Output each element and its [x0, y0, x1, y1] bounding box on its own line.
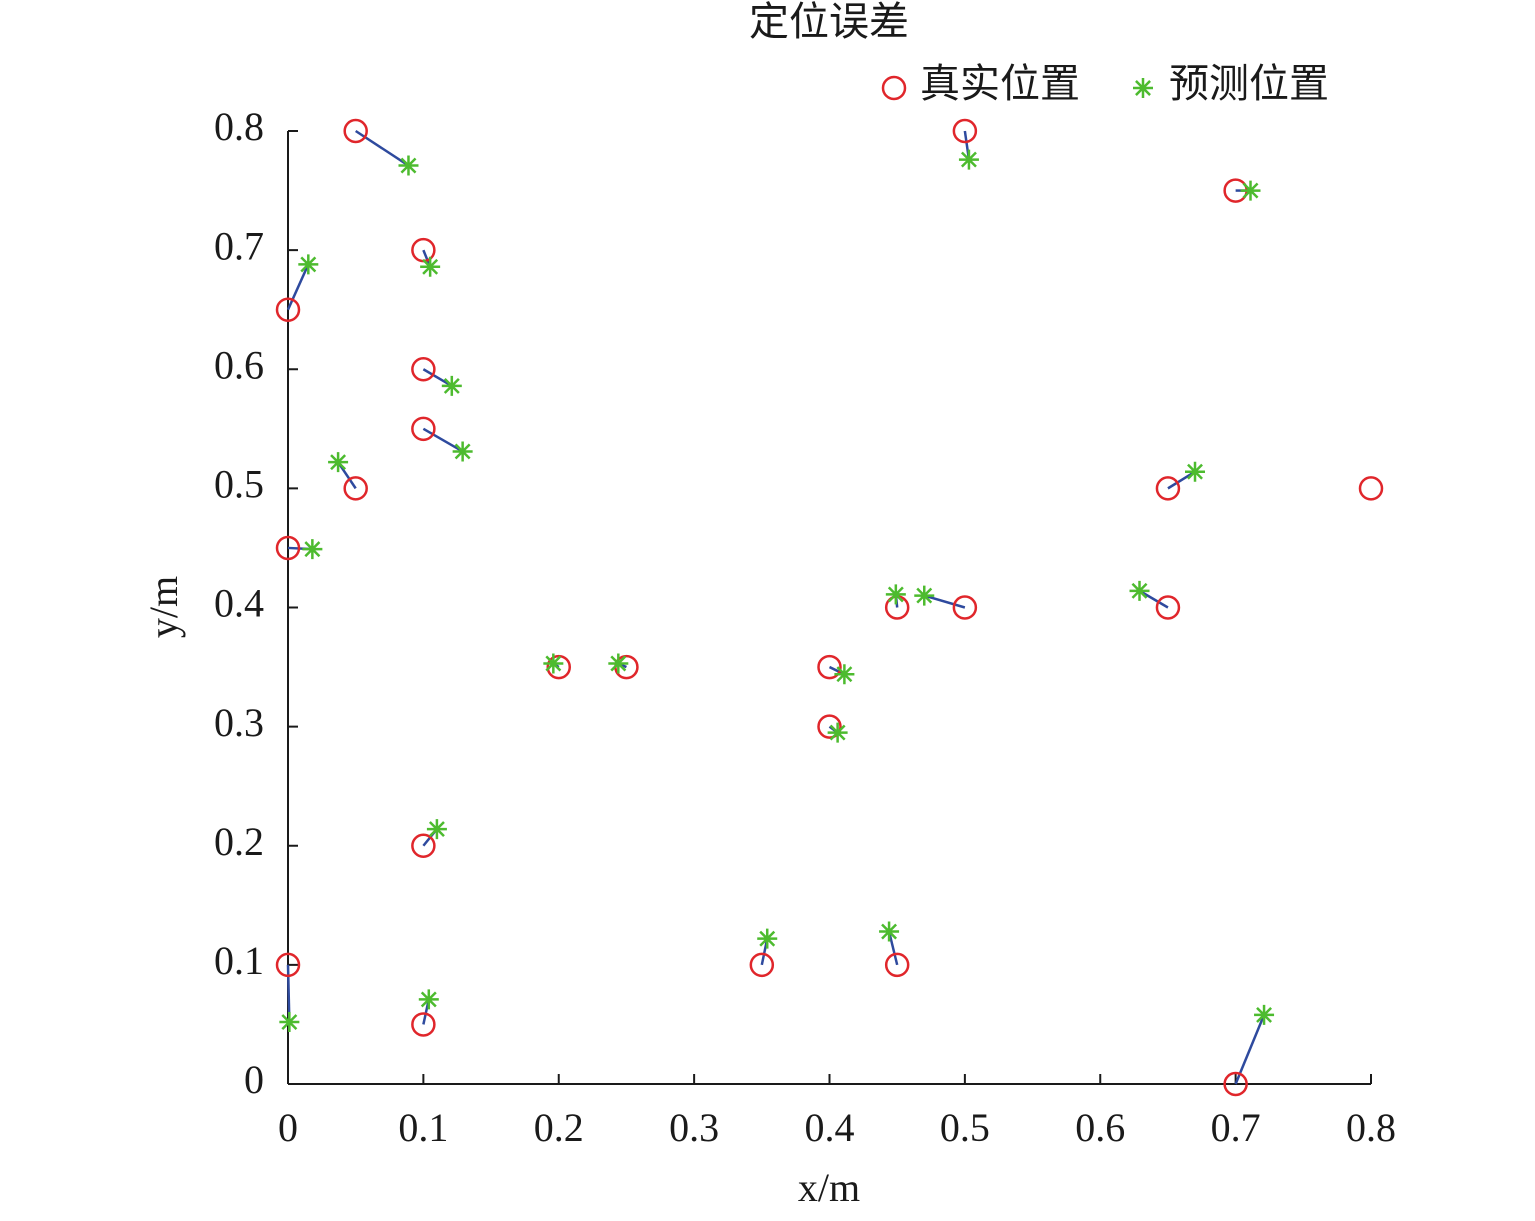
x-axis-label: x/m	[798, 1165, 860, 1210]
true-point	[411, 357, 436, 382]
error-connector	[355, 129, 410, 167]
chart-title: 定位误差	[749, 0, 909, 44]
predicted-point	[441, 375, 462, 396]
true-point	[275, 952, 301, 978]
true-point	[411, 833, 436, 858]
legend-label: 预测位置	[1169, 61, 1329, 106]
x-tick-label: 0.1	[398, 1105, 448, 1150]
error-connector	[422, 368, 453, 388]
x-tick-label: 0.3	[669, 1105, 719, 1150]
x-tick-label: 0.5	[940, 1105, 990, 1150]
predicted-point	[279, 1012, 300, 1033]
true-point	[1155, 476, 1181, 501]
true-point	[952, 595, 978, 620]
error-connector	[422, 427, 464, 453]
true-point	[411, 416, 436, 442]
predicted-point	[1254, 1004, 1275, 1025]
error-connector	[286, 263, 310, 311]
error-connector	[1138, 589, 1169, 609]
predicted-point	[827, 722, 848, 743]
true-point	[1155, 595, 1181, 620]
predicted-point	[885, 584, 906, 605]
predicted-point	[452, 441, 473, 462]
predicted-point	[958, 149, 979, 170]
predicted-point	[302, 539, 323, 560]
legend-marker	[881, 75, 907, 101]
true-point	[275, 535, 301, 561]
predicted-point	[834, 664, 855, 685]
true-point	[817, 714, 842, 739]
y-tick-label: 0.5	[214, 462, 264, 507]
true-point	[749, 952, 775, 978]
true-point	[411, 1012, 436, 1037]
x-tick-label: 0.8	[1346, 1105, 1396, 1150]
y-tick-label: 0.7	[214, 223, 264, 268]
y-tick-label: 0.8	[214, 104, 264, 149]
true-point	[546, 654, 571, 680]
y-tick-label: 0	[244, 1057, 264, 1102]
predicted-point	[1240, 180, 1261, 201]
predicted-point	[426, 819, 447, 840]
predicted-point	[398, 155, 419, 176]
error-connector	[923, 594, 966, 609]
y-tick-label: 0.4	[214, 581, 264, 626]
true-point	[952, 118, 978, 144]
predicted-point	[543, 653, 564, 674]
x-tick-label: 0.2	[534, 1105, 584, 1150]
true-point	[817, 654, 842, 680]
true-point	[1358, 476, 1384, 501]
x-tick-label: 0.7	[1211, 1105, 1261, 1150]
predicted-point	[1129, 580, 1150, 601]
x-tick-label: 0.6	[1075, 1105, 1125, 1150]
y-tick-label: 0.6	[214, 342, 264, 387]
y-tick-label: 0.2	[214, 819, 264, 864]
predicted-point	[418, 989, 439, 1010]
predicted-point	[914, 585, 935, 606]
predicted-point	[879, 921, 900, 942]
true-point	[343, 118, 368, 144]
predicted-point	[298, 254, 319, 275]
true-point	[343, 476, 368, 501]
true-point	[275, 297, 301, 322]
y-tick-label: 0.3	[214, 700, 264, 745]
y-axis-label: y/m	[141, 576, 186, 638]
predicted-point	[608, 653, 629, 674]
true-point	[884, 952, 910, 978]
x-tick-label: 0	[278, 1105, 298, 1150]
legend-label: 真实位置	[920, 61, 1080, 106]
predicted-point	[328, 452, 349, 473]
true-point	[1223, 1071, 1248, 1097]
predicted-point	[420, 256, 441, 277]
x-tick-label: 0.4	[805, 1105, 855, 1150]
y-tick-label: 0.1	[214, 938, 264, 983]
error-connector	[1234, 1014, 1266, 1085]
error-connector	[887, 931, 899, 966]
predicted-point	[1185, 461, 1206, 482]
legend-marker	[1133, 78, 1153, 98]
predicted-point	[757, 928, 778, 949]
